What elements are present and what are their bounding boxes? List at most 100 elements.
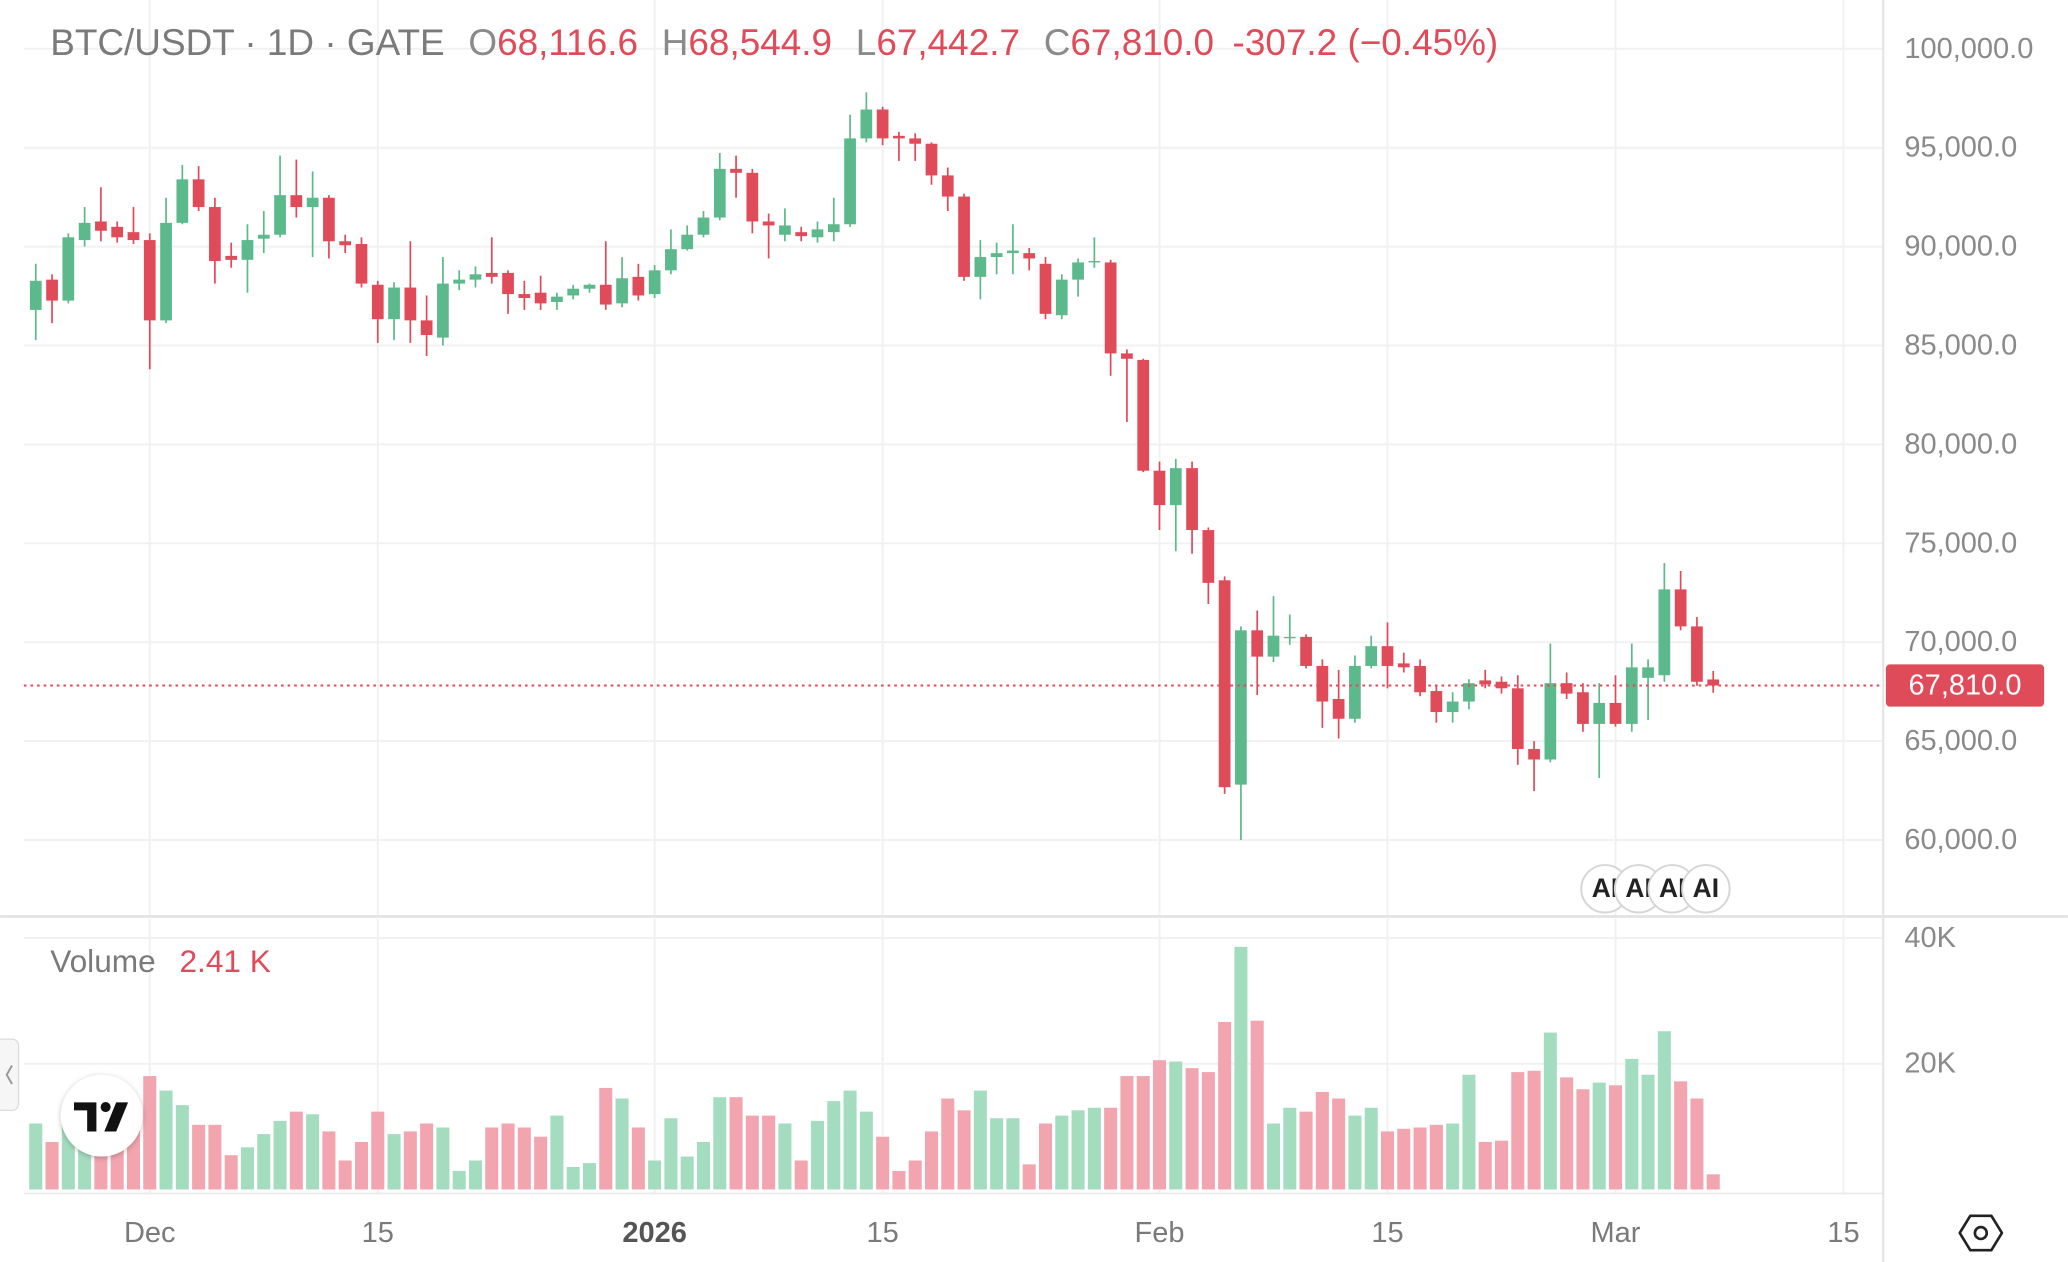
volume-bar [1234, 946, 1248, 1190]
logo[interactable] [60, 1074, 143, 1157]
volume-bar [696, 1142, 711, 1190]
volume-bar [1185, 1068, 1199, 1190]
candle-body [1169, 468, 1182, 506]
volume-bar [387, 1134, 401, 1190]
volume-bar [941, 1098, 955, 1190]
candle-body [1430, 691, 1443, 713]
candle-body [844, 138, 856, 225]
candle-body [1137, 359, 1150, 471]
candle-body [1446, 701, 1459, 713]
candle-body [1251, 630, 1264, 657]
candle-body [176, 179, 189, 223]
candle-body [1153, 470, 1166, 506]
badge-bg[interactable] [1681, 864, 1731, 914]
logo-slash[interactable] [104, 1102, 129, 1132]
settings-hex[interactable] [1958, 1214, 2004, 1252]
volume-bar [550, 1115, 564, 1190]
volume-bar [957, 1110, 971, 1190]
y-tick-label: 70,000.0 [1904, 626, 2017, 658]
volume-bar [1706, 1174, 1720, 1190]
candle-body [95, 221, 107, 231]
x-tick-label: 15 [867, 1217, 899, 1249]
volume-bar [1543, 1032, 1557, 1190]
y-tick-label: 40K [1904, 922, 1956, 954]
y-tick-label: 100,000.0 [1904, 33, 2033, 65]
logo-bg[interactable] [60, 1074, 143, 1157]
volume-bar [1576, 1089, 1590, 1190]
volume-bar [159, 1090, 173, 1190]
candle-body [1300, 636, 1312, 666]
candle-body [1560, 683, 1573, 694]
labels: 100,000.0 95,000.0 90,000.0 85,000.0 80,000.… [50, 22, 2045, 1249]
volume-bar [1657, 1031, 1671, 1190]
volume-bar [192, 1124, 206, 1190]
volume-bar [778, 1123, 792, 1190]
candle-body [1528, 749, 1540, 760]
volume-bar [924, 1131, 939, 1190]
volume-bar [1136, 1076, 1150, 1190]
candle-body [225, 255, 238, 260]
candle-body [241, 240, 254, 260]
candle-body [46, 279, 58, 301]
candle-body [209, 207, 221, 262]
candle-body [502, 272, 514, 295]
logo-dot[interactable] [100, 1102, 111, 1113]
volume-bar [1299, 1111, 1313, 1190]
x-tick-label: 15 [1827, 1217, 1859, 1249]
volume-bar [1055, 1115, 1069, 1190]
symbol-title: BTC/USDT · 1D · GATE [50, 22, 444, 63]
candle-body [306, 197, 319, 208]
candle-body [29, 280, 42, 310]
volume-bar [1022, 1164, 1036, 1190]
tab-bg[interactable] [0, 1038, 20, 1112]
candle-body [860, 109, 873, 139]
volume-bar [403, 1131, 417, 1190]
volume-bar [452, 1170, 466, 1190]
collapse-tab[interactable] [0, 1038, 20, 1112]
settings-icon[interactable] [1958, 1214, 2004, 1252]
logo-t[interactable] [73, 1102, 97, 1132]
volume-bar [240, 1147, 254, 1190]
candle-body [1609, 702, 1622, 724]
volume-bar [631, 1127, 645, 1190]
candle-body [1316, 665, 1329, 702]
candle-body [567, 288, 580, 296]
volume-bar [762, 1115, 776, 1190]
candle-body [1088, 261, 1101, 263]
volume-bar [1266, 1123, 1281, 1190]
tab-arrow[interactable] [5, 1065, 13, 1085]
candle-body [1072, 262, 1084, 280]
volume-bar [485, 1127, 499, 1190]
x-tick-label: 15 [362, 1217, 394, 1249]
volume-bar [1380, 1131, 1395, 1190]
candle-body [941, 175, 954, 197]
volume-bar [1560, 1077, 1574, 1190]
ohlc-key: C [1044, 22, 1071, 63]
last-price-box [1885, 664, 2045, 707]
volume-bar [1071, 1110, 1085, 1190]
candle-body [339, 241, 352, 246]
settings-dot[interactable] [1973, 1225, 1989, 1241]
badge-label: AI [1659, 873, 1685, 903]
candle-body [1625, 667, 1638, 724]
candle-body [323, 197, 335, 242]
candle-body [274, 195, 286, 235]
volume-bar [810, 1120, 825, 1190]
candle-body [1039, 263, 1052, 314]
y-tick-label: 85,000.0 [1904, 329, 2017, 361]
volume-bar [876, 1136, 890, 1190]
ohlc-key: H [662, 22, 689, 63]
candle-body [1121, 353, 1133, 359]
ohlc-value: 67,810.0 [1070, 22, 1214, 63]
candle-body [1674, 589, 1687, 627]
candle-body [1511, 688, 1524, 750]
candle-body [876, 109, 889, 139]
y-tick-label: 75,000.0 [1904, 527, 2017, 559]
volume-bar [1690, 1098, 1704, 1190]
candle-body [1349, 665, 1361, 719]
volume-bar [859, 1111, 873, 1190]
ohlc-value: 68,544.9 [688, 22, 832, 63]
candle-body [1332, 698, 1345, 719]
volume-bar [713, 1097, 727, 1190]
